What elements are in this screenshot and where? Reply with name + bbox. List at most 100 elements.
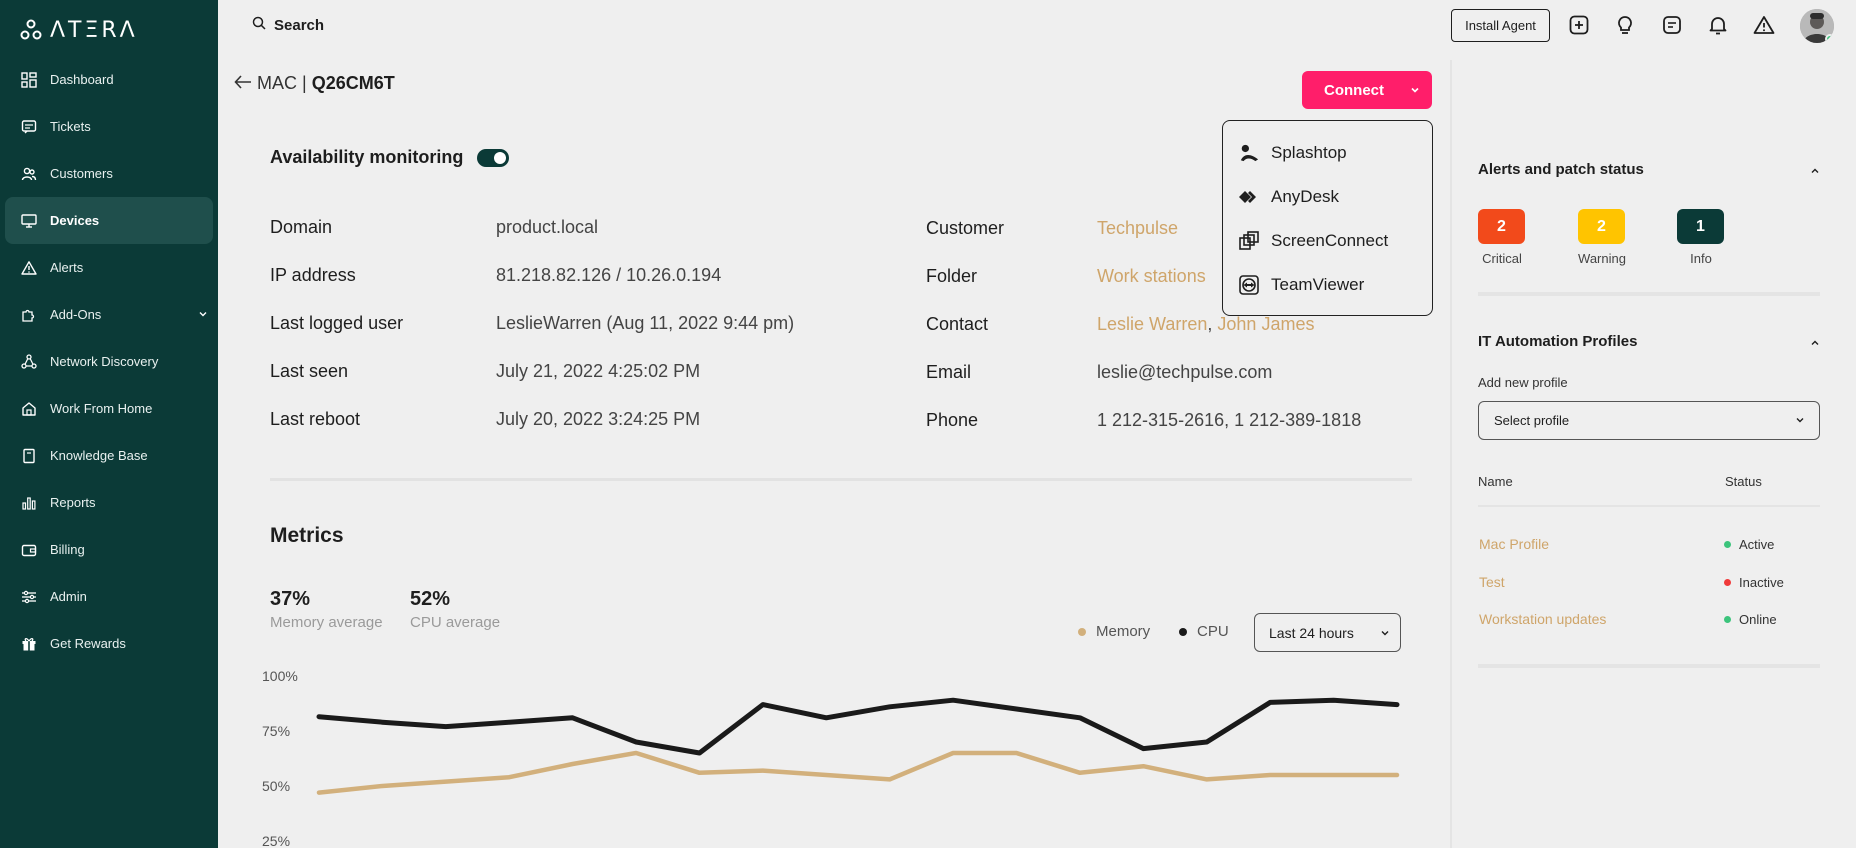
info-badge[interactable]: 1 (1677, 209, 1724, 244)
time-range-select[interactable]: Last 24 hours (1254, 613, 1401, 652)
sidebar-item-label: Dashboard (50, 72, 114, 87)
sidebar-item-admin[interactable]: Admin (0, 573, 218, 620)
connect-button[interactable]: Connect (1302, 71, 1432, 109)
folder-link[interactable]: Work stations (1097, 266, 1206, 286)
chevron-up-icon[interactable] (1810, 335, 1820, 353)
bell-icon[interactable] (1707, 14, 1729, 36)
warning-icon[interactable] (1753, 14, 1775, 36)
sidebar-item-get-rewards[interactable]: Get Rewards (0, 620, 218, 667)
contact-link[interactable]: John James (1217, 314, 1315, 334)
search-box[interactable]: Search (252, 16, 324, 34)
chevron-down-icon (1380, 625, 1390, 641)
time-range-value: Last 24 hours (1269, 624, 1354, 641)
availability-label: Availability monitoring (270, 147, 464, 167)
status-dot (1724, 579, 1731, 586)
detail-domain-label: Domain (270, 217, 333, 237)
critical-caption: Critical (1482, 251, 1522, 266)
sidebar-item-label: Admin (50, 589, 87, 604)
tickets-icon (20, 118, 38, 136)
sidebar-item-label: Tickets (50, 119, 91, 134)
memory-stat: 37% Memory average (270, 588, 383, 631)
detail-phone-value: 1 212-315-2616, 1 212-389-1818 (1097, 410, 1362, 430)
y-tick-label: 25% (262, 833, 290, 848)
bar-chart-icon (20, 494, 38, 512)
back-arrow-icon[interactable] (234, 75, 252, 94)
cpu-stat: 52% CPU average (410, 588, 500, 631)
anydesk-icon (1239, 187, 1259, 207)
detail-last-reboot-label: Last reboot (270, 409, 361, 429)
detail-user-label: Last logged user (270, 313, 404, 333)
legend-memory-dot (1078, 627, 1086, 636)
dashboard-icon (20, 71, 38, 89)
menu-item-label: TeamViewer (1271, 275, 1365, 294)
sidebar-item-knowledge-base[interactable]: Knowledge Base (0, 432, 218, 479)
select-profile-dropdown[interactable]: Select profile (1478, 401, 1820, 440)
sidebar-item-label: Network Discovery (50, 354, 159, 369)
profile-link[interactable]: Test (1479, 574, 1505, 590)
sidebar-item-label: Work From Home (50, 401, 153, 416)
menu-item-anydesk[interactable]: AnyDesk (1223, 175, 1432, 219)
sidebar-item-network-discovery[interactable]: Network Discovery (0, 338, 218, 385)
section-divider (270, 478, 1412, 481)
chevron-up-icon[interactable] (1810, 163, 1820, 181)
sidebar-item-label: Reports (50, 495, 96, 510)
warning-badge[interactable]: 2 (1578, 209, 1625, 244)
contact-separator: , (1207, 314, 1213, 334)
metrics-line-chart: 100% 75% 50% 25% (262, 668, 1400, 848)
menu-item-label: Splashtop (1271, 143, 1347, 162)
add-profile-label: Add new profile (1478, 375, 1568, 390)
sidebar-item-alerts[interactable]: Alerts (0, 244, 218, 291)
warning-caption: Warning (1578, 251, 1626, 266)
profile-link[interactable]: Workstation updates (1479, 611, 1607, 627)
menu-item-splashtop[interactable]: Splashtop (1223, 131, 1432, 175)
cpu-average-value: 52% (410, 588, 451, 610)
search-label: Search (274, 16, 325, 34)
teamviewer-icon (1239, 275, 1259, 295)
table-header-divider (1478, 505, 1820, 507)
profile-status: Active (1724, 537, 1774, 552)
chevron-down-icon[interactable] (198, 307, 208, 322)
chevron-down-icon (1795, 413, 1805, 428)
profile-status: Online (1724, 612, 1777, 627)
sidebar-item-tickets[interactable]: Tickets (0, 103, 218, 150)
memory-average-value: 37% (270, 588, 311, 610)
sidebar-item-work-from-home[interactable]: Work From Home (0, 385, 218, 432)
install-agent-button[interactable]: Install Agent (1451, 9, 1550, 42)
profile-link[interactable]: Mac Profile (1479, 536, 1550, 552)
critical-badge[interactable]: 2 (1478, 209, 1525, 244)
sidebar-item-customers[interactable]: Customers (0, 150, 218, 197)
availability-toggle[interactable] (477, 148, 510, 167)
detail-email-value: leslie@techpulse.com (1097, 362, 1273, 382)
sidebar-item-billing[interactable]: Billing (0, 526, 218, 573)
notes-icon[interactable] (1661, 14, 1683, 36)
detail-user-value: LeslieWarren (Aug 11, 2022 9:44 pm) (496, 313, 795, 333)
contact-link[interactable]: Leslie Warren (1097, 314, 1208, 334)
detail-folder-label: Folder (926, 266, 978, 286)
logo-icon (20, 19, 42, 40)
book-icon (20, 447, 38, 465)
sidebar-item-label: Add-Ons (50, 307, 102, 322)
user-avatar[interactable] (1800, 9, 1834, 43)
menu-item-screenconnect[interactable]: ScreenConnect (1223, 219, 1432, 263)
right-panel-separator (1450, 60, 1452, 848)
detail-ip-value: 81.218.82.126 / 10.26.0.194 (496, 265, 722, 285)
detail-last-seen-label: Last seen (270, 361, 349, 381)
menu-item-label: AnyDesk (1271, 187, 1340, 206)
customer-link[interactable]: Techpulse (1097, 218, 1179, 238)
cpu-average-caption: CPU average (410, 614, 501, 631)
detail-phone-label: Phone (926, 410, 979, 430)
legend-cpu: CPU (1179, 623, 1229, 640)
status-dot (1724, 616, 1731, 623)
atera-logo[interactable]: ΛTΞRΛ (20, 16, 138, 44)
sidebar-item-dashboard[interactable]: Dashboard (0, 56, 218, 103)
sidebar-item-devices[interactable]: Devices (5, 197, 213, 244)
sidebar-item-add-ons[interactable]: Add-Ons (0, 291, 218, 338)
sidebar-item-label: Knowledge Base (50, 448, 148, 463)
plus-icon[interactable] (1568, 14, 1590, 36)
automation-panel-title: IT Automation Profiles (1478, 333, 1638, 350)
connect-label: Connect (1324, 81, 1384, 99)
series-line-memory (316, 750, 1400, 795)
sidebar-item-reports[interactable]: Reports (0, 479, 218, 526)
menu-item-teamviewer[interactable]: TeamViewer (1223, 263, 1432, 307)
lightbulb-icon[interactable] (1614, 14, 1636, 36)
